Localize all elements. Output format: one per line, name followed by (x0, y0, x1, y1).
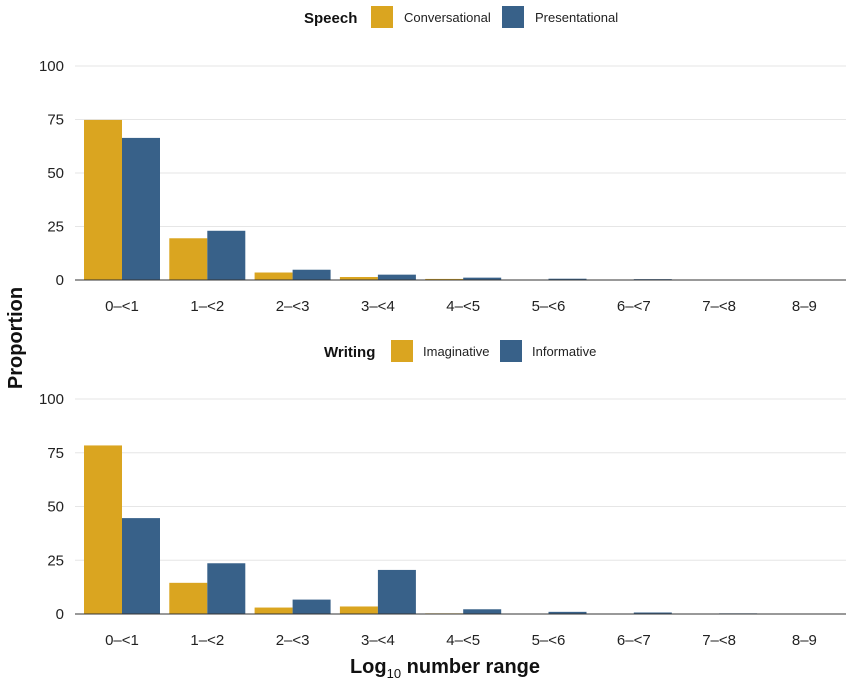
bar (633, 612, 672, 614)
bar (377, 274, 416, 280)
bar (463, 609, 502, 614)
x-tick-label: 0–<1 (105, 298, 139, 315)
legend: Writing Imaginative Informative (324, 340, 596, 362)
x-axis-label: Log10 number range (350, 656, 540, 681)
bar (207, 230, 246, 280)
bar (169, 238, 208, 280)
bar (292, 599, 331, 614)
y-tick-label: 0 (56, 606, 64, 623)
y-tick-label: 50 (47, 499, 64, 516)
x-tick-label: 3–<4 (361, 632, 395, 649)
x-tick-label: 1–<2 (190, 632, 224, 649)
bar (548, 278, 587, 280)
x-tick-label: 3–<4 (361, 298, 395, 315)
x-axis-label-subscript: 10 (387, 666, 401, 681)
y-tick-label: 75 (47, 445, 64, 462)
bar (122, 518, 160, 614)
x-tick-label: 1–<2 (190, 298, 224, 315)
y-tick-label: 25 (47, 219, 64, 236)
bar (292, 269, 331, 280)
y-tick-label: 100 (39, 391, 64, 408)
legend-entry: Informative (532, 344, 596, 359)
bar (254, 272, 293, 280)
bar (169, 582, 208, 614)
legend-swatch (502, 6, 524, 28)
legend-swatch (391, 340, 413, 362)
legend-title: Writing (324, 344, 375, 361)
legend-title: Speech (304, 10, 357, 27)
bar (254, 607, 293, 614)
x-tick-label: 8–9 (792, 298, 817, 315)
x-tick-label: 2–<3 (276, 632, 310, 649)
x-tick-label: 7–<8 (702, 632, 736, 649)
y-axis-label: Proportion (5, 287, 27, 389)
chart-panel-2: 0 25 50 75 100 0–<1 1–<2 2–<3 3–<4 4–<5 5–<6 6–<7 7–… (39, 340, 846, 649)
legend: Speech Conversational Presentational (304, 6, 618, 28)
bar (207, 563, 246, 614)
legend-swatch (371, 6, 393, 28)
legend-swatch (500, 340, 522, 362)
bar (377, 569, 416, 614)
x-tick-label: 6–<7 (617, 632, 651, 649)
legend-entry: Presentational (535, 10, 618, 25)
y-tick-label: 0 (56, 272, 64, 289)
bar (84, 119, 122, 280)
y-tick-label: 25 (47, 552, 64, 569)
x-tick-label: 5–<6 (532, 632, 566, 649)
x-tick-label: 4–<5 (446, 632, 480, 649)
x-tick-label: 6–<7 (617, 298, 651, 315)
bar (84, 445, 122, 614)
bar (339, 606, 378, 614)
bar (425, 278, 464, 280)
x-tick-label: 4–<5 (446, 298, 480, 315)
y-tick-label: 100 (39, 58, 64, 75)
legend-entry: Conversational (404, 10, 491, 25)
y-tick-label: 50 (47, 165, 64, 182)
y-tick-label: 75 (47, 112, 64, 129)
legend-entry: Imaginative (423, 344, 489, 359)
x-axis-label-rest: number range (401, 656, 540, 678)
x-tick-label: 5–<6 (532, 298, 566, 315)
x-tick-label: 8–9 (792, 632, 817, 649)
bar (339, 277, 378, 280)
x-axis-label-log: Log (350, 656, 387, 678)
bar (463, 277, 502, 280)
bar (122, 137, 160, 280)
chart-panel-1: 0 25 50 75 100 0–<1 1–<2 2–<3 3–<4 4–<5 5–<6 6–<7 7–… (39, 6, 846, 315)
bar (548, 611, 587, 614)
x-tick-label: 0–<1 (105, 632, 139, 649)
x-tick-label: 2–<3 (276, 298, 310, 315)
x-tick-label: 7–<8 (702, 298, 736, 315)
